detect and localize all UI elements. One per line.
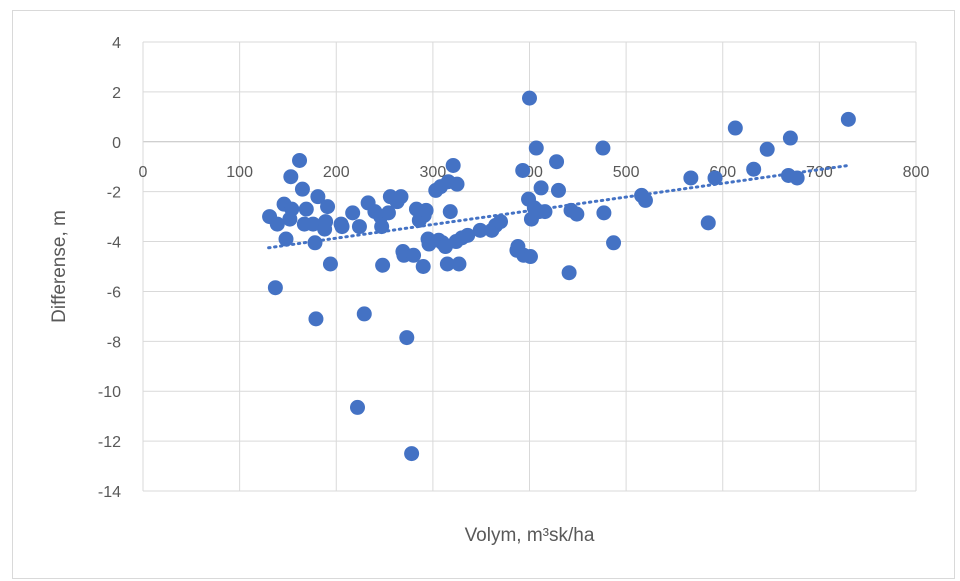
x-axis-title: Volym, m³sk/ha — [465, 525, 595, 546]
data-point — [292, 152, 308, 168]
data-point — [637, 192, 653, 208]
data-point — [683, 170, 699, 186]
chart-frame: 420-2-4-6-8-10-12-1401002003004005006007… — [12, 10, 955, 579]
x-tick-label: 500 — [613, 164, 640, 181]
data-point — [351, 219, 367, 235]
grid-layer — [142, 41, 917, 492]
linear-trendline — [267, 163, 850, 250]
tick-label-layer: 420-2-4-6-8-10-12-1401002003004005006007… — [98, 35, 930, 501]
data-point — [345, 205, 361, 221]
data-point — [284, 201, 300, 217]
scatter-chart: 420-2-4-6-8-10-12-1401002003004005006007… — [49, 35, 930, 546]
x-tick-label: 300 — [420, 164, 447, 181]
data-point — [522, 249, 538, 265]
data-point — [320, 199, 336, 215]
data-point — [493, 214, 509, 230]
data-point — [746, 161, 762, 177]
data-point — [606, 235, 622, 251]
data-point — [707, 170, 723, 186]
data-point — [406, 247, 422, 263]
data-point — [727, 120, 743, 136]
data-point — [334, 219, 350, 235]
data-point — [561, 265, 577, 281]
data-point — [449, 176, 465, 192]
data-point — [318, 214, 334, 230]
x-tick-label: 800 — [903, 164, 930, 181]
data-point — [399, 330, 415, 346]
data-point — [445, 157, 461, 173]
y-tick-label: -8 — [107, 334, 121, 351]
data-point — [442, 204, 458, 220]
data-point — [472, 222, 488, 238]
data-point — [350, 399, 366, 415]
y-tick-label: -12 — [98, 434, 121, 451]
data-point — [451, 256, 467, 272]
data-point — [789, 170, 805, 186]
data-point — [537, 204, 553, 220]
data-point — [782, 130, 798, 146]
data-point — [550, 182, 566, 198]
y-tick-label: -10 — [98, 384, 121, 401]
data-point — [418, 202, 434, 218]
data-point — [298, 201, 314, 217]
x-tick-label: 100 — [226, 164, 253, 181]
x-tick-label: 0 — [139, 164, 148, 181]
data-point — [595, 140, 611, 156]
y-axis-title: Differense, m — [49, 210, 70, 323]
data-point — [415, 259, 431, 274]
y-tick-label: 2 — [112, 85, 121, 102]
data-point-layer — [262, 90, 856, 462]
y-tick-label: -4 — [107, 235, 121, 252]
data-point — [307, 235, 323, 251]
data-point — [310, 189, 326, 205]
data-point — [393, 189, 409, 205]
data-point — [375, 257, 391, 273]
data-point — [700, 215, 716, 231]
data-point — [522, 90, 537, 106]
data-point — [404, 446, 420, 462]
data-point — [267, 280, 283, 296]
data-point — [308, 311, 324, 327]
y-tick-label: -14 — [98, 484, 121, 501]
data-point — [322, 256, 338, 272]
data-point — [380, 205, 396, 221]
data-point — [439, 256, 455, 272]
data-point — [528, 140, 544, 156]
data-point — [460, 227, 476, 243]
data-point — [305, 216, 321, 232]
data-point — [759, 141, 775, 157]
data-point — [515, 162, 531, 178]
x-tick-label: 200 — [323, 164, 350, 181]
data-point — [356, 306, 372, 322]
data-point — [569, 206, 585, 222]
data-point — [840, 111, 856, 127]
data-point — [283, 169, 299, 185]
y-tick-label: 0 — [112, 135, 121, 152]
data-point — [374, 219, 390, 235]
data-point — [596, 205, 612, 221]
data-point — [533, 180, 549, 196]
y-tick-label: -2 — [107, 185, 121, 202]
data-point — [278, 231, 294, 247]
data-point — [294, 181, 310, 197]
y-tick-label: 4 — [112, 35, 121, 52]
y-tick-label: -6 — [107, 284, 121, 301]
data-point — [269, 216, 285, 232]
data-point — [549, 154, 565, 170]
